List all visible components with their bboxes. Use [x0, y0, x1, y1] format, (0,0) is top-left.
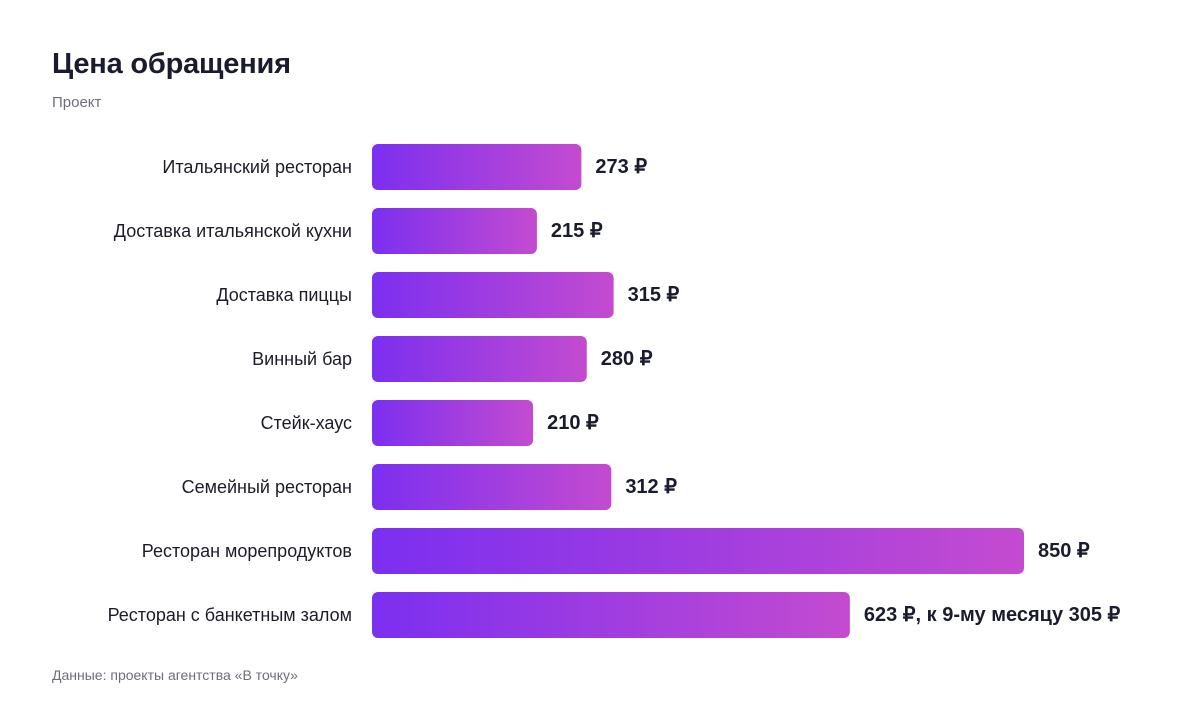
- value-label: 280 ₽: [601, 348, 653, 370]
- value-label: 623 ₽, к 9-му месяцу 305 ₽: [864, 604, 1121, 626]
- category-label: Доставка итальянской кухни: [114, 221, 352, 241]
- bar: [372, 208, 537, 254]
- bar: [372, 400, 534, 446]
- chart-title: Цена обращения: [52, 48, 291, 80]
- value-label: 273 ₽: [595, 156, 647, 178]
- category-label: Доставка пиццы: [216, 285, 352, 305]
- bar: [372, 464, 612, 510]
- value-label: 315 ₽: [628, 284, 680, 306]
- category-label: Винный бар: [252, 349, 352, 369]
- value-label: 850 ₽: [1038, 540, 1090, 562]
- value-label: 210 ₽: [547, 412, 599, 434]
- data-source-note: Данные: проекты агентства «В точку»: [52, 667, 298, 683]
- bars-group: Итальянский ресторан 273 ₽ Доставка италья…: [108, 144, 1121, 638]
- bar: [372, 272, 614, 318]
- value-label: 312 ₽: [625, 476, 677, 498]
- category-label: Семейный ресторан: [182, 477, 352, 497]
- bar: [372, 336, 587, 382]
- value-label: 215 ₽: [551, 220, 603, 242]
- category-label: Итальянский ресторан: [162, 157, 352, 177]
- category-label: Ресторан с банкетным залом: [108, 605, 352, 625]
- category-label: Стейк-хаус: [261, 413, 352, 433]
- bar: [372, 592, 850, 638]
- bar: [372, 528, 1024, 574]
- category-label: Ресторан морепродуктов: [142, 541, 352, 561]
- bar: [372, 144, 582, 190]
- chart-subtitle: Проект: [52, 94, 102, 111]
